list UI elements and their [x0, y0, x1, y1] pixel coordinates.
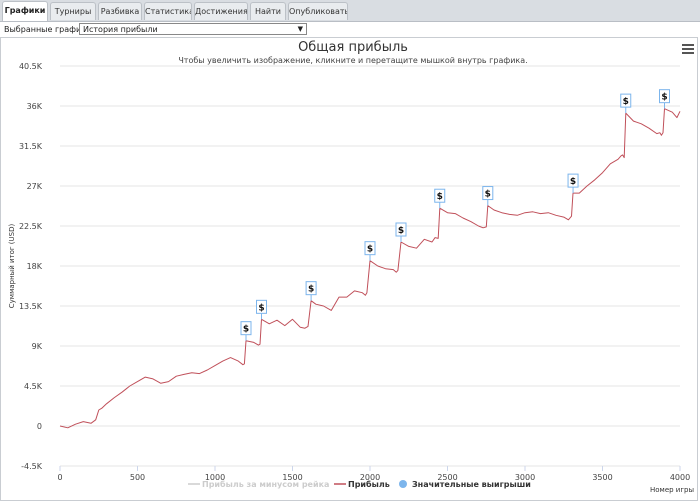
chart-subtitle: Чтобы увеличить изображение, кликните и … [178, 56, 527, 65]
big-win-label: $ [661, 93, 667, 103]
chart-select-value: История прибыли [83, 25, 158, 34]
series-layer [59, 108, 681, 429]
hamburger-menu-icon[interactable] [682, 42, 694, 54]
big-win-label: $ [485, 190, 491, 200]
x-tick-label: 2500 [437, 473, 457, 482]
big-win-label: $ [367, 245, 373, 255]
big-wins-layer: $ $ $ $ $ $ $ $ $ $ [240, 89, 670, 341]
x-tick-label: 2000 [360, 473, 380, 482]
legend-label: Прибыль [348, 479, 390, 489]
x-tick-label: 3000 [515, 473, 535, 482]
tab-bar: Графики Турниры Разбивка Статистика Дост… [0, 0, 700, 22]
chevron-down-icon: ▼ [297, 25, 303, 33]
big-win-flag[interactable]: $ [620, 93, 632, 114]
legend-item[interactable]: Значительные выигрыши [399, 480, 531, 489]
profit-series-line[interactable] [59, 108, 681, 429]
big-win-flag[interactable]: $ [434, 188, 446, 209]
legend-marker [399, 480, 407, 488]
big-win-flag[interactable]: $ [659, 89, 670, 109]
big-win-label: $ [258, 303, 264, 313]
legend: Прибыль за минусом рейка Прибыль Значитель… [188, 479, 531, 489]
big-win-label: $ [437, 192, 443, 202]
tab-breakdown[interactable]: Разбивка [98, 2, 142, 20]
x-tick-label: 3500 [592, 473, 612, 482]
x-tick-label: 500 [130, 473, 145, 482]
chart-panel [0, 37, 698, 501]
legend-item[interactable]: Прибыль за минусом рейка [188, 479, 329, 489]
y-tick-label: 36K [27, 102, 43, 111]
tab-publish[interactable]: Опубликовать [288, 2, 348, 20]
legend-item[interactable]: Прибыль [334, 479, 390, 489]
y-tick-label: 22.5K [19, 222, 43, 231]
y-axis-ticks: -4.5K 0 4.5K 9K 13.5K 18K 22.5K 27K 31.5K 36K 40.5… [19, 62, 43, 471]
big-win-flag[interactable]: $ [240, 321, 252, 341]
big-win-label: $ [308, 285, 314, 295]
x-axis-ticks: 0 500 1000 1500 2000 2500 3000 3500 4000 [57, 466, 690, 482]
chart-title: Общая прибыль [298, 40, 408, 55]
legend-label: Значительные выигрыши [412, 480, 531, 489]
y-tick-label: 27K [27, 182, 43, 191]
big-win-label: $ [623, 97, 629, 107]
y-axis-label: Суммарный итог (USD) [8, 224, 16, 309]
y-tick-label: 18K [27, 262, 43, 271]
y-tick-label: 40.5K [19, 62, 43, 71]
tab-statistics[interactable]: Статистика [144, 2, 192, 20]
big-win-label: $ [243, 325, 249, 335]
y-tick-label: -4.5K [21, 462, 43, 471]
big-win-flag[interactable]: $ [305, 281, 317, 301]
big-win-flag[interactable]: $ [567, 173, 579, 194]
x-tick-label: 1500 [282, 473, 302, 482]
y-tick-label: 4.5K [24, 382, 43, 391]
chart-selector-label: Выбранные графики: [4, 25, 94, 34]
legend-label: Прибыль за минусом рейка [202, 479, 329, 489]
y-tick-label: 13.5K [19, 302, 43, 311]
big-win-flag[interactable]: $ [364, 241, 376, 261]
chart-select[interactable]: История прибыли ▼ [79, 23, 307, 35]
grid [60, 65, 680, 467]
y-tick-label: 9K [32, 342, 43, 351]
big-win-flag[interactable]: $ [256, 299, 267, 320]
tab-tournaments[interactable]: Турниры [50, 2, 96, 20]
tab-charts[interactable]: Графики [2, 1, 48, 21]
big-win-label: $ [398, 226, 404, 236]
tab-find[interactable]: Найти [250, 2, 286, 20]
big-win-label: $ [570, 177, 576, 187]
y-tick-label: 0 [37, 422, 42, 431]
y-tick-label: 31.5K [19, 142, 43, 151]
x-tick-label: 1000 [205, 473, 225, 482]
big-win-flag[interactable]: $ [395, 222, 407, 242]
x-tick-label: 4000 [670, 473, 690, 482]
big-win-flag[interactable]: $ [482, 186, 494, 206]
tab-achievements[interactable]: Достижения [194, 2, 248, 20]
x-tick-label: 0 [57, 473, 62, 482]
x-axis-label: Номер игры [650, 486, 694, 494]
